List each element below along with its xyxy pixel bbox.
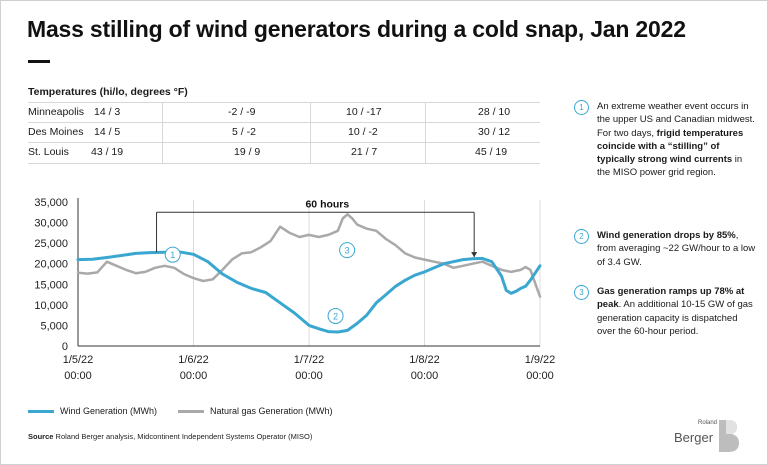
bracket-arrow (471, 252, 478, 258)
legend-label-gas: Natural gas Generation (MWh) (210, 406, 333, 416)
source-label: Source (28, 432, 54, 441)
temp-value: 43 / 19 (91, 146, 124, 158)
note-body: An extreme weather event occurs in the u… (597, 101, 755, 139)
brand-mark-icon (719, 420, 739, 452)
note-text: Wind generation drops by 85%, from avera… (597, 229, 757, 269)
temp-value: 28 / 10 (478, 106, 511, 118)
temp-value: 5 / -2 (232, 126, 256, 138)
callout-circle (327, 307, 344, 324)
note-body-tail: . An additional 10-15 GW of gas generati… (597, 299, 753, 337)
note-text: Gas generation ramps up 78% at peak. An … (597, 285, 757, 338)
temp-city: Des Moines (28, 126, 84, 138)
brand-name-small: Roland (698, 420, 718, 426)
temp-value: -2 / -9 (228, 106, 256, 118)
temp-city: Minneapolis (28, 106, 85, 118)
line-chart: 0 5,000 10,000 15,000 20,000 25,000 30,000 35,0… (34, 197, 556, 382)
x-tick-label-time: 00:00 (295, 370, 323, 382)
y-tick-label: 10,000 (34, 300, 68, 312)
note-number-badge: 2 (574, 229, 589, 244)
series-line-gas (76, 213, 542, 298)
temp-row: Des Moines 14 / 5 5 / -2 10 / -2 30 / 12 (28, 126, 540, 146)
callout-circle (339, 242, 356, 259)
note-emphasis: frigid temperatures coincide with a “sti… (597, 127, 744, 166)
note-number-badge: 1 (574, 100, 589, 115)
x-tick-label-date: 1/9/22 (525, 354, 556, 366)
x-tick-label-time: 00:00 (180, 370, 208, 382)
note-body-tail: in the MISO power grid region. (597, 154, 743, 179)
bracket-label: 60 hours (305, 198, 349, 210)
y-tick-label: 0 (62, 341, 68, 353)
temp-divider (28, 163, 540, 164)
note-text: An extreme weather event occurs in the u… (597, 100, 757, 180)
x-tick-label-time: 00:00 (526, 370, 554, 382)
x-tick-label-date: 1/7/22 (294, 354, 325, 366)
y-tick-label: 35,000 (34, 197, 68, 209)
callout-circle (164, 246, 181, 263)
temp-column-separator (162, 102, 163, 163)
temp-value: 14 / 5 (94, 126, 121, 138)
title-rule (28, 60, 50, 63)
y-tick-label: 20,000 (34, 259, 68, 271)
x-tick-label-date: 1/5/22 (63, 354, 94, 366)
chart-title: Mass stilling of wind generators during … (27, 16, 686, 42)
x-tick-label-time: 00:00 (411, 370, 439, 382)
source-note: Source Roland Berger analysis, Midcontin… (28, 432, 312, 441)
x-tick-label-date: 1/8/22 (409, 354, 440, 366)
temp-column-separator (425, 102, 426, 163)
temp-value: 10 / -2 (348, 126, 378, 138)
temp-divider (28, 142, 540, 143)
y-tick-label: 25,000 (34, 238, 68, 250)
brand-name-big: Berger (674, 430, 714, 445)
y-tick-label: 5,000 (40, 320, 68, 332)
temperatures-heading: Temperatures (hi/lo, degrees °F) (28, 86, 188, 98)
temp-value: 21 / 7 (351, 146, 378, 158)
y-tick-label: 30,000 (34, 218, 68, 230)
callout-number: 2 (333, 311, 338, 321)
temp-value: 19 / 9 (234, 146, 261, 158)
legend-swatch-gas (178, 410, 204, 413)
x-tick-label-time: 00:00 (64, 370, 92, 382)
series-line-wind (76, 250, 542, 334)
temp-divider (28, 122, 540, 123)
temp-value: 45 / 19 (475, 146, 508, 158)
temp-divider (28, 102, 540, 103)
note-emphasis: Gas generation ramps up 78% at peak (597, 286, 745, 311)
legend-swatch-wind (28, 410, 54, 413)
temp-row: St. Louis 43 / 19 19 / 9 21 / 7 45 / 19 (28, 146, 540, 166)
source-text: Roland Berger analysis, Midcontinent Ind… (55, 432, 313, 441)
temp-column-separator (310, 102, 311, 163)
note-number-badge: 3 (574, 285, 589, 300)
temp-city: St. Louis (28, 146, 69, 158)
temp-value: 30 / 12 (478, 126, 511, 138)
temp-value: 14 / 3 (94, 106, 121, 118)
legend-label-wind: Wind Generation (MWh) (60, 406, 158, 416)
brand-logo: Roland Berger (674, 419, 744, 455)
y-tick-label: 15,000 (34, 279, 68, 291)
temp-value: 10 / -17 (346, 106, 382, 118)
temp-row: Minneapolis 14 / 3 -2 / -9 10 / -17 28 /… (28, 106, 540, 126)
x-tick-label-date: 1/6/22 (178, 354, 209, 366)
callout-number: 1 (170, 250, 175, 260)
callout-number: 3 (345, 246, 350, 256)
note-body-tail: , from averaging ~22 GW/hour to a low of… (597, 230, 756, 268)
note-emphasis: Wind generation drops by 85% (597, 230, 736, 241)
